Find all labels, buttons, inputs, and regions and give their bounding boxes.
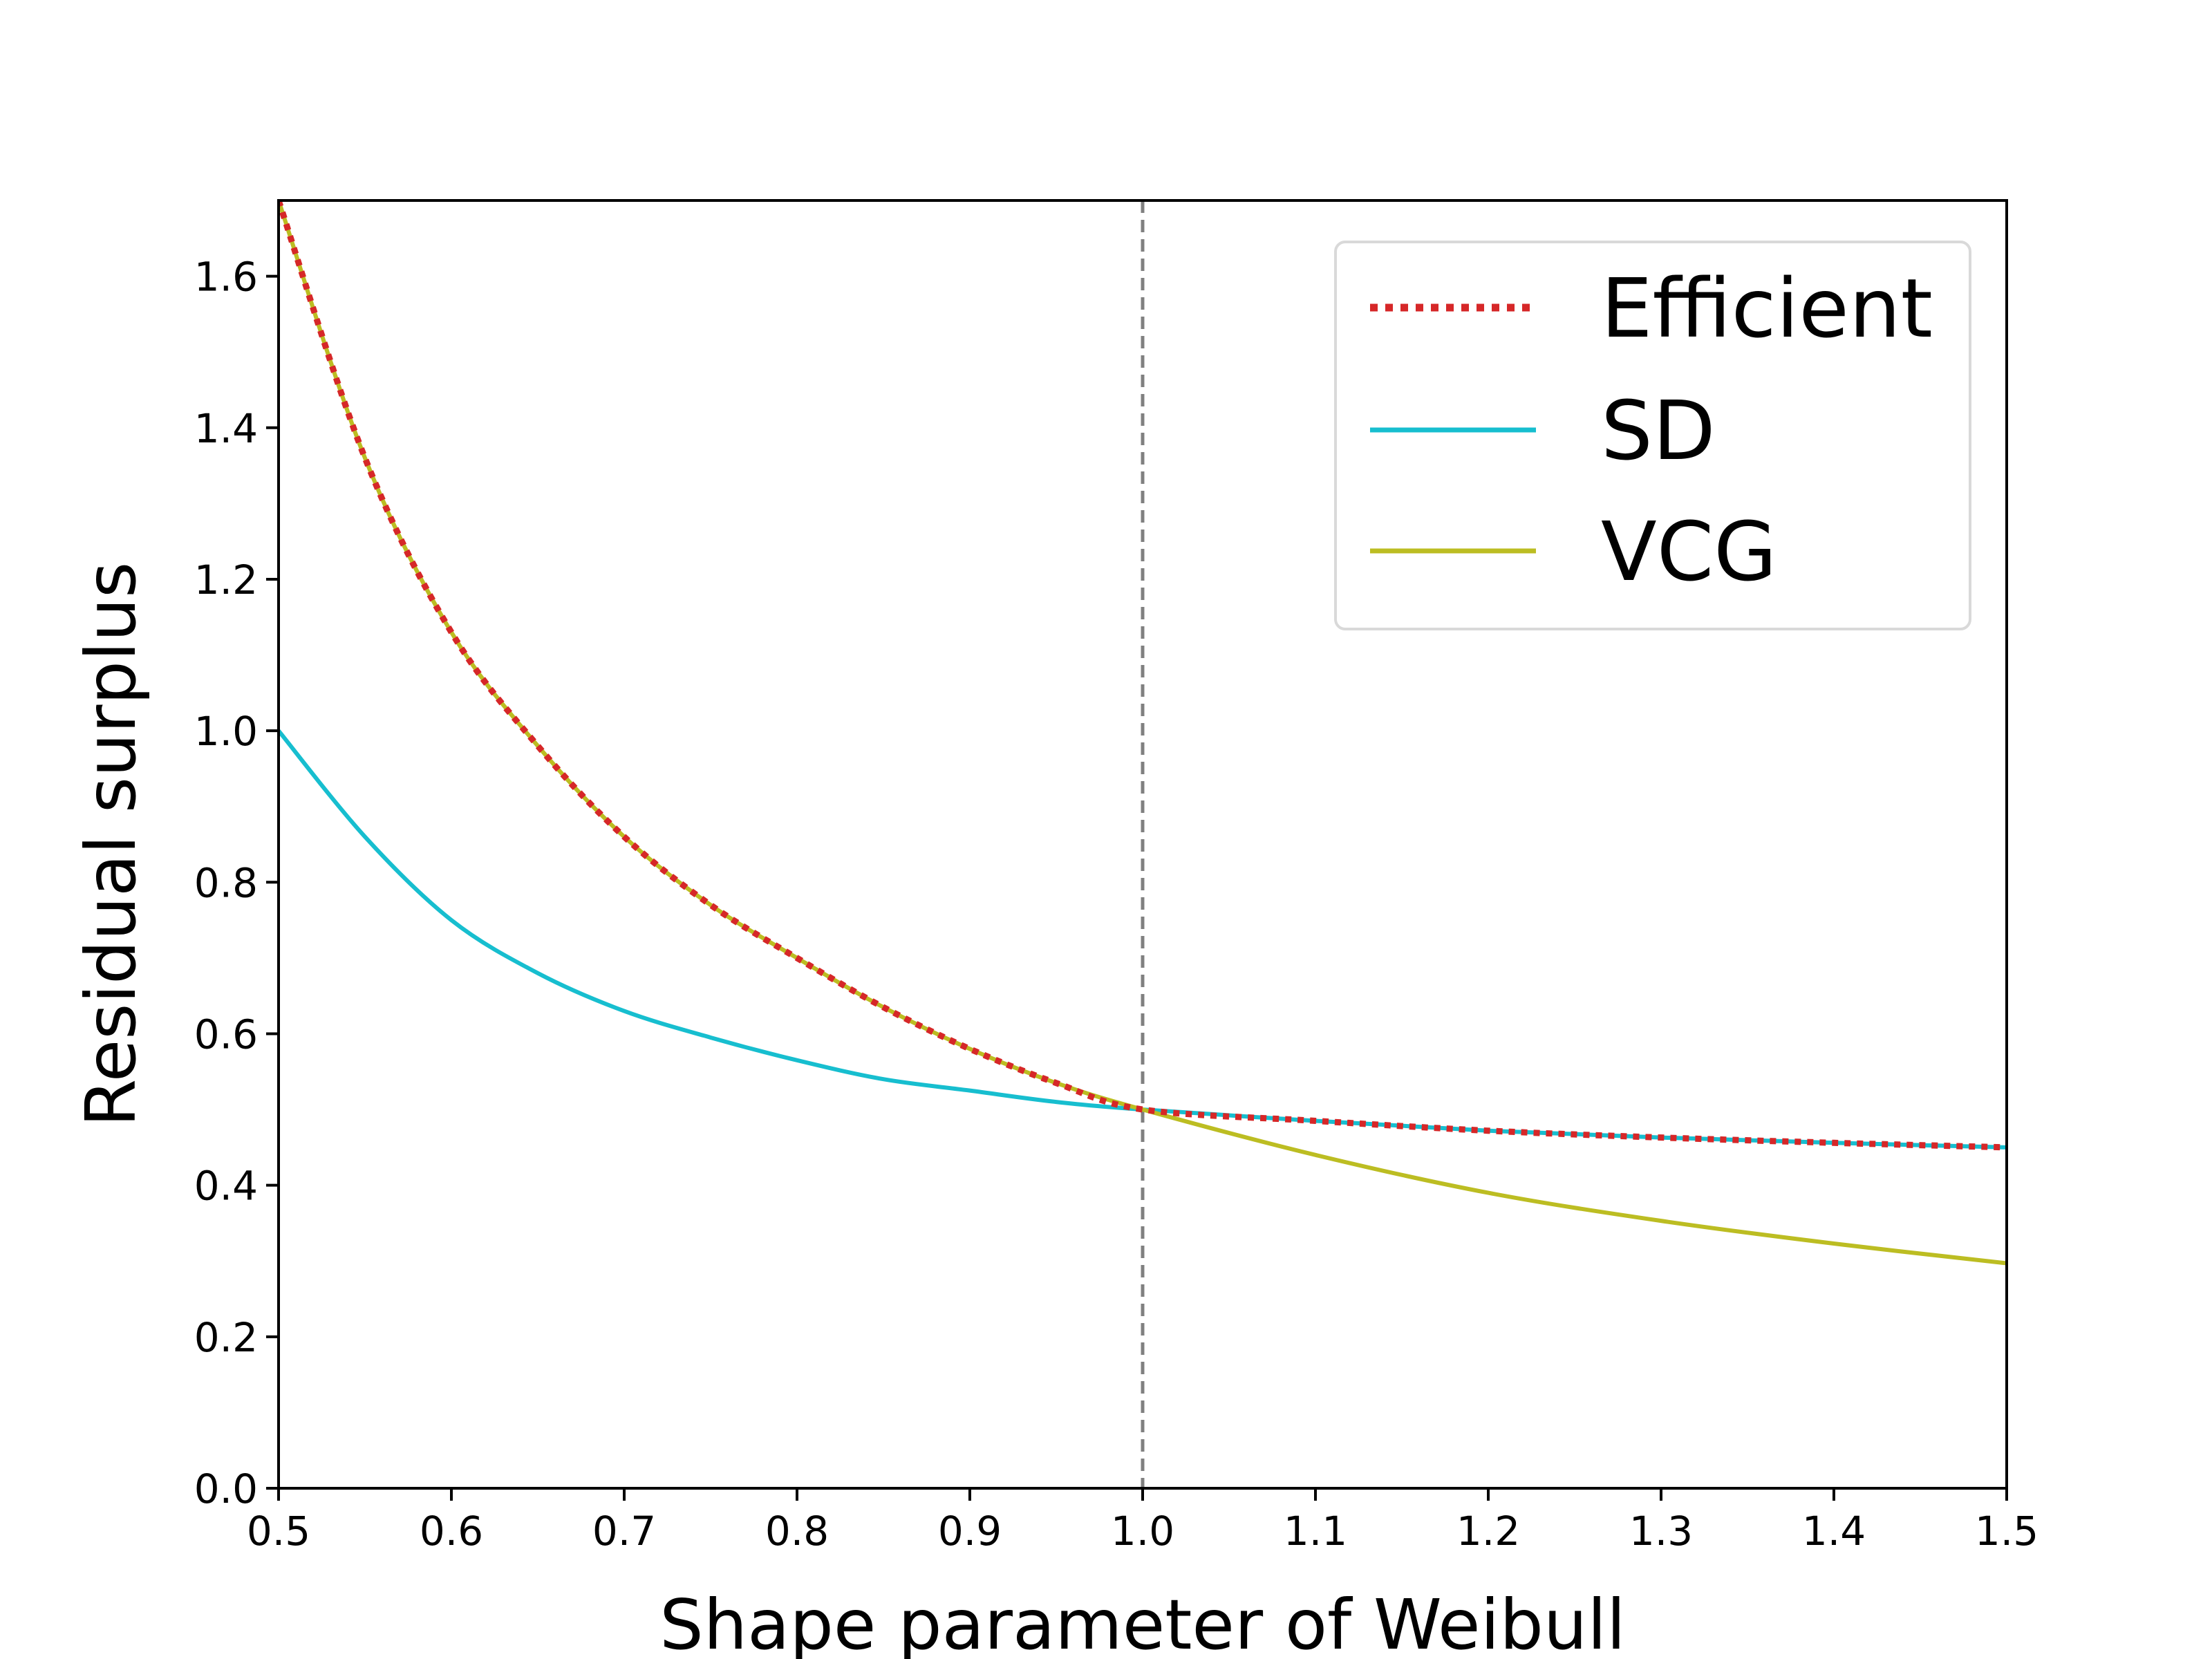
x-tick-label: 0.9 bbox=[938, 1508, 1002, 1555]
y-tick-label: 0.0 bbox=[194, 1465, 258, 1512]
legend-label-sd: SD bbox=[1601, 383, 1716, 478]
series-line-efficient bbox=[279, 200, 2007, 1151]
x-axis-title: Shape parameter of Weibull bbox=[659, 1584, 1626, 1659]
y-tick-label: 0.8 bbox=[194, 859, 258, 906]
legend-label-vcg: VCG bbox=[1601, 504, 1777, 599]
x-tick-label: 0.7 bbox=[592, 1508, 656, 1555]
legend-label-efficient: Efficient bbox=[1601, 261, 1933, 356]
y-tick-label: 1.4 bbox=[194, 405, 258, 452]
y-tick-label: 1.6 bbox=[194, 254, 258, 301]
x-tick-label: 1.2 bbox=[1456, 1508, 1520, 1555]
legend-box bbox=[1334, 241, 1971, 630]
y-tick-label: 0.6 bbox=[194, 1011, 258, 1058]
x-tick-label: 0.5 bbox=[247, 1508, 310, 1555]
y-tick-label: 0.4 bbox=[194, 1163, 258, 1210]
y-axis-title: Residual surplus bbox=[71, 562, 151, 1127]
y-tick-label: 1.0 bbox=[194, 708, 258, 755]
x-tick-label: 1.0 bbox=[1111, 1508, 1174, 1555]
x-tick-label: 1.5 bbox=[1975, 1508, 2038, 1555]
x-tick-label: 1.4 bbox=[1802, 1508, 1866, 1555]
x-tick-label: 1.1 bbox=[1284, 1508, 1347, 1555]
x-tick-label: 1.3 bbox=[1629, 1508, 1693, 1555]
y-tick-label: 0.2 bbox=[194, 1314, 258, 1361]
x-tick-label: 0.6 bbox=[420, 1508, 483, 1555]
y-tick-label: 1.2 bbox=[194, 556, 258, 603]
x-tick-label: 0.8 bbox=[765, 1508, 829, 1555]
